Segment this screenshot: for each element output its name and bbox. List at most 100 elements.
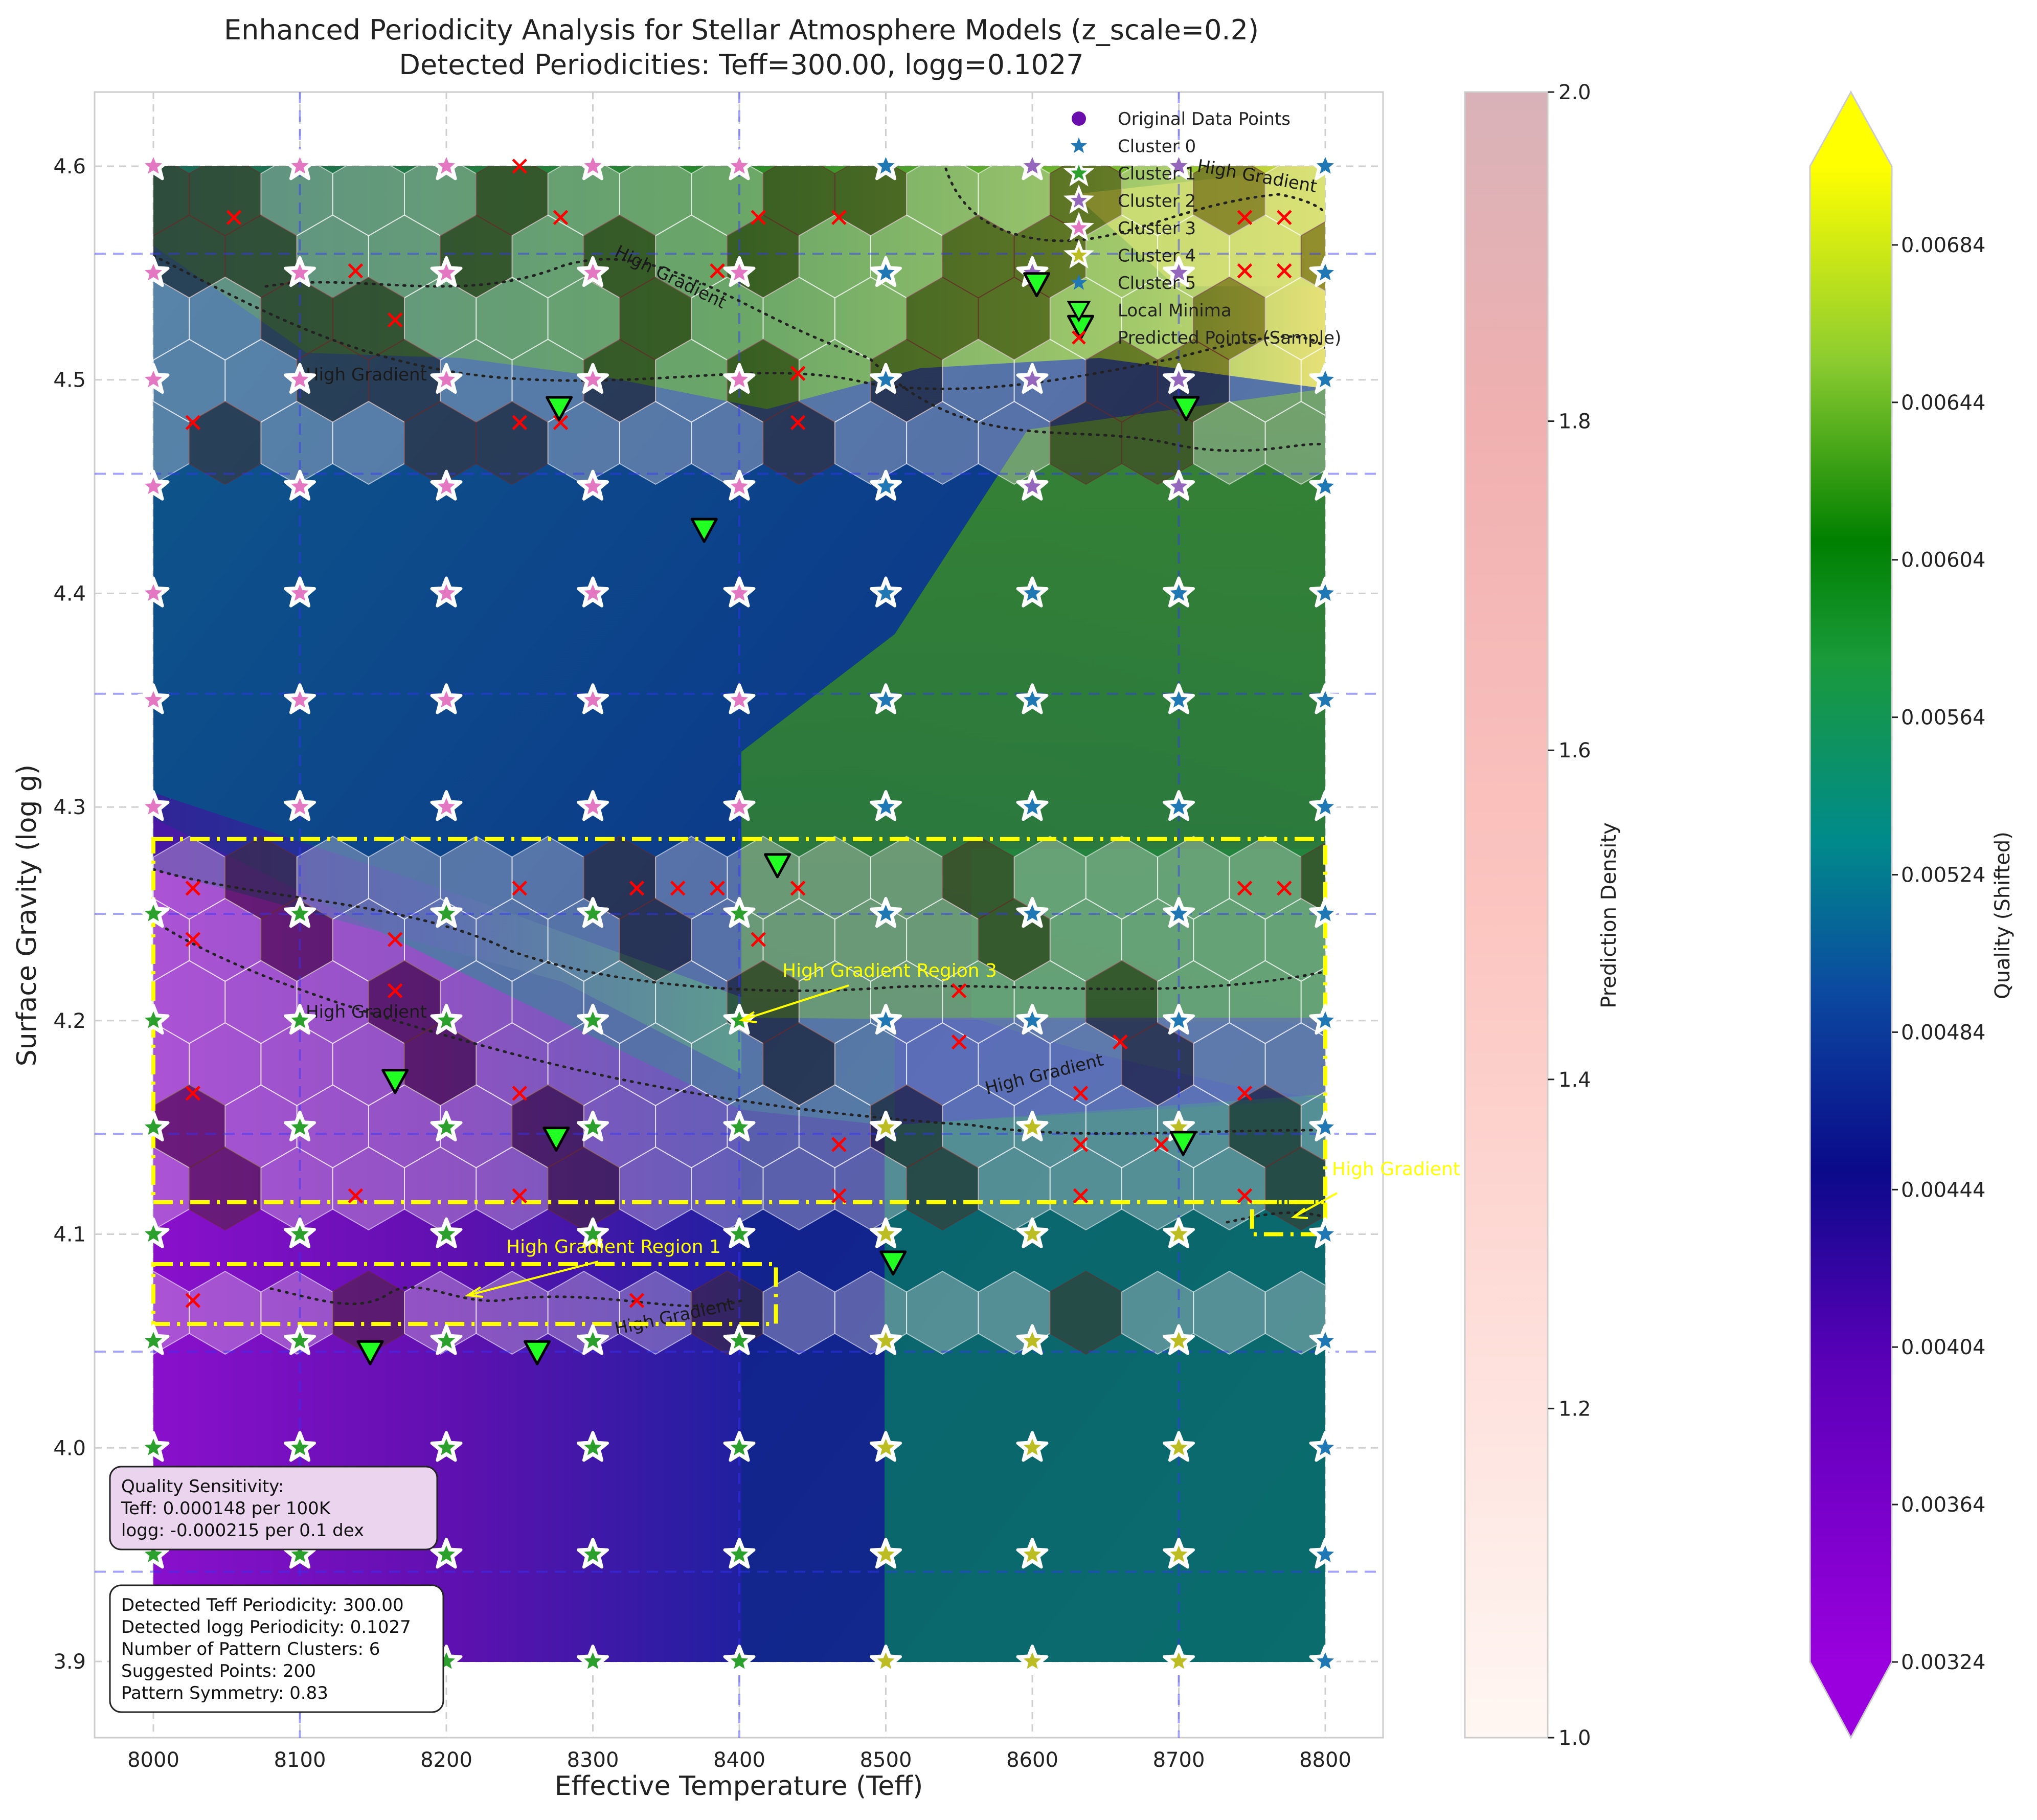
predicted-point: [629, 881, 645, 896]
cluster-point: [144, 1439, 163, 1455]
cluster-point: [291, 1118, 309, 1135]
region-arrow-1: [467, 1261, 599, 1296]
cluster-point: [1170, 477, 1188, 495]
contour-line: [944, 167, 1325, 242]
quality-colorbar-ticks: 0.00324 0.00364 0.00404 0.00444 0.00484 0.005…: [1892, 234, 1985, 1674]
predicted-point: [790, 366, 806, 381]
cluster-point: [1170, 798, 1188, 815]
legend-marker-star: [1070, 246, 1088, 263]
local-minimum-marker: [542, 1127, 570, 1152]
cluster-point: [584, 157, 602, 174]
x-tick-label: 8800: [1299, 1748, 1351, 1772]
cluster-point: [730, 157, 749, 174]
stats-line: Detected Teff Periodicity: 300.00: [121, 1595, 404, 1615]
cluster-point: [877, 691, 895, 708]
cluster-point: [291, 1332, 309, 1349]
quality-tick-label: 0.00364: [1901, 1493, 1985, 1517]
cluster-point: [291, 1545, 309, 1562]
stats-line: Suggested Points: 200: [121, 1661, 316, 1681]
cluster-point: [877, 1545, 895, 1562]
cluster-point: [584, 584, 602, 601]
cluster-point: [584, 370, 602, 388]
local-minimum-marker: [546, 396, 573, 421]
stats-line: Number of Pattern Clusters: 6: [121, 1639, 380, 1659]
cluster-point: [730, 263, 749, 281]
hexbin-cell: [1264, 400, 1325, 485]
cluster-point: [730, 1332, 749, 1349]
cluster-point: [291, 691, 309, 708]
cluster-point: [584, 905, 602, 922]
quality-tick-label: 0.00564: [1901, 706, 1985, 730]
predicted-point: [1113, 1034, 1128, 1050]
region-arrow-2: [1293, 1192, 1338, 1218]
predicted-point: [1277, 210, 1292, 226]
local-minimum-marker: [356, 1340, 384, 1365]
cluster-point: [1316, 584, 1334, 601]
predicted-point: [185, 1086, 201, 1101]
cluster-point: [1170, 1118, 1188, 1135]
cluster-point: [730, 1118, 749, 1135]
density-colorbar-ticks: 1.0 1.2 1.4 1.6 1.8 2.0: [1548, 81, 1591, 1750]
contour-line: [269, 1286, 748, 1308]
predicted-point: [1237, 263, 1253, 279]
quality-colorbar-bar: [1810, 166, 1892, 1662]
predicted-point: [1277, 881, 1292, 896]
cluster-point: [144, 798, 163, 815]
contour-label: High Gradient: [306, 1002, 427, 1022]
predicted-point: [1237, 210, 1253, 226]
predicted-point: [1277, 263, 1292, 279]
cluster-point: [437, 1439, 456, 1455]
cluster-point: [1170, 1439, 1188, 1455]
quality-colorbar-min-extend: [1810, 1662, 1892, 1738]
cluster-point: [1316, 798, 1334, 815]
density-tick-label: 1.4: [1558, 1068, 1591, 1092]
cluster-point: [877, 157, 895, 174]
y-tick-label: 4.3: [53, 796, 86, 819]
cluster-point: [584, 1545, 602, 1562]
region-label-3: High Gradient Region 3: [782, 960, 997, 981]
cluster-point: [291, 1011, 309, 1028]
quality-tick-label: 0.00644: [1901, 391, 1985, 415]
predicted-point: [512, 415, 528, 431]
cluster-point: [437, 157, 456, 174]
cluster-point: [584, 1652, 602, 1669]
cluster-point: [437, 584, 456, 601]
cluster-point: [1023, 798, 1042, 815]
sensitivity-box: Quality Sensitivity: Teff: 0.000148 per …: [109, 1466, 438, 1551]
cluster-point: [1023, 1332, 1042, 1349]
cluster-point: [1316, 1225, 1334, 1242]
cluster-point: [1316, 1332, 1334, 1349]
quality-tick-label: 0.00604: [1901, 549, 1985, 572]
local-minimum-marker: [524, 1340, 551, 1365]
cluster-points: [137, 149, 1342, 1676]
predicted-point: [670, 881, 686, 896]
field-lower-center: [741, 1110, 885, 1662]
legend-marker-star: [1070, 137, 1088, 153]
cluster-point: [1170, 1652, 1188, 1669]
cluster-point: [1170, 1332, 1188, 1349]
hexbin-cell: [1264, 1270, 1325, 1355]
predicted-point: [1237, 881, 1253, 896]
predicted-point: [387, 312, 403, 328]
cluster-point: [437, 1545, 456, 1562]
local-minimum-marker: [381, 1069, 409, 1094]
y-axis-ticks: 3.9 4.0 4.1 4.2 4.3 4.4 4.5 4.6: [53, 155, 86, 1674]
cluster-point: [144, 263, 163, 281]
x-tick-label: 8700: [1153, 1748, 1205, 1772]
cluster-point: [1170, 1545, 1188, 1562]
predicted-point: [1073, 1188, 1089, 1204]
legend-entry-label: Cluster 5: [1118, 273, 1196, 294]
cluster-point: [1316, 1545, 1334, 1562]
cluster-point: [437, 263, 456, 281]
cluster-point: [1170, 1225, 1188, 1242]
cluster-point: [1023, 370, 1042, 388]
cluster-point: [437, 477, 456, 495]
cluster-point: [1023, 1545, 1042, 1562]
cluster-point: [877, 263, 895, 281]
cluster-point: [730, 798, 749, 815]
y-tick-label: 3.9: [53, 1650, 86, 1674]
local-minima: [356, 272, 1200, 1365]
cluster-point: [877, 584, 895, 601]
cluster-point: [730, 1545, 749, 1562]
